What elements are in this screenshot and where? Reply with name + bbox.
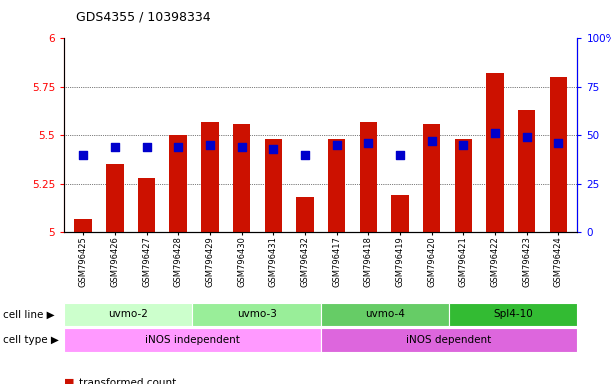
Bar: [321, 328, 577, 352]
Bar: [391, 195, 409, 232]
Text: iNOS independent: iNOS independent: [145, 335, 240, 345]
Point: [236, 144, 246, 150]
Point: [554, 140, 563, 146]
Point: [522, 134, 532, 141]
Text: cell line ▶: cell line ▶: [3, 310, 54, 319]
Bar: [192, 303, 321, 326]
Point: [332, 142, 342, 148]
Bar: [296, 197, 313, 232]
Bar: [321, 303, 449, 326]
Bar: [64, 328, 321, 352]
Point: [268, 146, 278, 152]
Point: [490, 130, 500, 136]
Text: uvmo-2: uvmo-2: [108, 310, 148, 319]
Bar: [328, 139, 345, 232]
Point: [174, 144, 183, 150]
Point: [364, 140, 373, 146]
Bar: [169, 135, 187, 232]
Point: [395, 152, 405, 158]
Point: [78, 152, 88, 158]
Text: ■: ■: [64, 378, 75, 384]
Point: [426, 138, 436, 144]
Bar: [449, 303, 577, 326]
Text: cell type ▶: cell type ▶: [3, 335, 59, 345]
Text: iNOS dependent: iNOS dependent: [406, 335, 492, 345]
Point: [110, 144, 120, 150]
Bar: [455, 139, 472, 232]
Point: [142, 144, 152, 150]
Point: [458, 142, 468, 148]
Bar: [64, 303, 192, 326]
Text: GDS4355 / 10398334: GDS4355 / 10398334: [76, 10, 211, 23]
Point: [300, 152, 310, 158]
Bar: [106, 164, 123, 232]
Point: [205, 142, 215, 148]
Text: uvmo-4: uvmo-4: [365, 310, 405, 319]
Bar: [360, 122, 377, 232]
Bar: [138, 178, 155, 232]
Text: uvmo-3: uvmo-3: [236, 310, 277, 319]
Bar: [201, 122, 219, 232]
Bar: [486, 73, 503, 232]
Bar: [550, 77, 567, 232]
Bar: [518, 110, 535, 232]
Bar: [233, 124, 251, 232]
Text: Spl4-10: Spl4-10: [493, 310, 533, 319]
Text: transformed count: transformed count: [79, 378, 177, 384]
Bar: [423, 124, 441, 232]
Bar: [265, 139, 282, 232]
Bar: [75, 219, 92, 232]
